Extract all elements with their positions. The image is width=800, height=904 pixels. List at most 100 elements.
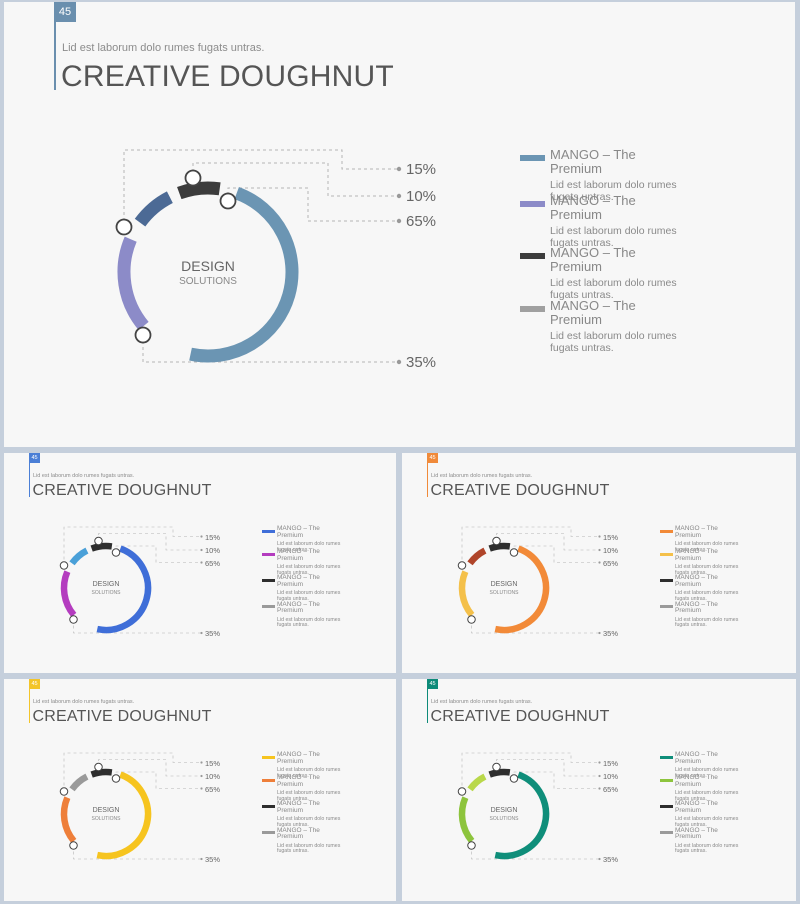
center-subtitle: SOLUTIONS — [489, 590, 519, 596]
page-number-badge: 45 — [427, 453, 438, 463]
center-title: DESIGN — [490, 807, 518, 814]
legend-swatch — [520, 155, 545, 161]
arc-10-percent — [90, 768, 113, 778]
percentage-label: 10% — [205, 772, 221, 781]
legend-swatch — [660, 755, 673, 759]
percentage-label: 15% — [603, 532, 619, 542]
marker-circle-1 — [59, 561, 69, 570]
connector-line-4 — [73, 619, 201, 634]
connector-dot-4 — [396, 359, 402, 365]
marker-circle-4 — [467, 841, 476, 850]
percentage-label: 65% — [603, 784, 619, 794]
slide-thumb-yellow[interactable]: 45 Lid est laborum dolo rumes fugats untr… — [4, 679, 396, 901]
legend-title: MANGO – The Premium — [675, 574, 718, 588]
arc-15-percent — [467, 773, 487, 792]
legend-title: MANGO – The Premium — [550, 147, 636, 176]
accent-line — [29, 463, 30, 497]
slide-thumb-orange[interactable]: 45 Lid est laborum dolo rumes fugats untr… — [402, 453, 796, 673]
legend-swatch — [262, 529, 275, 533]
legend-swatch — [262, 605, 275, 608]
connector-line-2 — [98, 533, 201, 551]
page-number-badge: 45 — [54, 2, 76, 22]
connector-line-4 — [471, 845, 599, 860]
marker-circle-2 — [492, 762, 501, 772]
connector-dot-4 — [598, 857, 601, 861]
legend-swatch — [262, 831, 275, 834]
arc-15-percent — [467, 547, 487, 566]
marker-circle-1 — [115, 218, 133, 236]
doughnut-chart — [457, 526, 601, 635]
legend-title: MANGO – The Premium — [675, 800, 718, 814]
connector-line-2 — [98, 759, 201, 777]
connector-dot-1 — [598, 761, 601, 764]
legend-title: MANGO – The Premium — [277, 574, 320, 588]
connector-line-4 — [73, 845, 201, 860]
accent-line — [427, 689, 428, 723]
legend-title: MANGO – The Premium — [277, 600, 320, 615]
connector-line-2 — [496, 759, 599, 777]
slide-subtitle: Lid est laborum dolo rumes fugats untras… — [33, 473, 135, 479]
connector-dot-1 — [200, 535, 203, 538]
arc-15-percent — [69, 547, 89, 566]
connector-line-1 — [63, 752, 201, 792]
slide-subtitle: Lid est laborum dolo rumes fugats untras… — [431, 473, 533, 479]
percentage-label: 10% — [603, 546, 619, 555]
doughnut-chart — [115, 149, 402, 365]
connector-dot-4 — [200, 857, 203, 861]
center-title: DESIGN — [92, 807, 120, 814]
center-subtitle: SOLUTIONS — [489, 816, 519, 822]
connector-line-4 — [471, 619, 599, 634]
arc-35-percent — [458, 570, 475, 618]
legend-title: MANGO – The Premium — [277, 548, 320, 562]
legend-description: Lid est laborum dolo rumes fugats untras… — [675, 816, 739, 828]
marker-circle-2 — [94, 536, 103, 546]
page-number-badge: 45 — [29, 679, 40, 689]
page-number-badge: 45 — [427, 679, 438, 689]
percentage-label: 65% — [603, 558, 619, 568]
legend-swatch — [262, 578, 275, 582]
doughnut-chart — [457, 752, 601, 861]
slide-subtitle: Lid est laborum dolo rumes fugats untras… — [62, 42, 265, 54]
legend-description: Lid est laborum dolo rumes fugats untras… — [277, 767, 341, 779]
connector-dot-1 — [396, 166, 402, 172]
legend-description: Lid est laborum dolo rumes fugats untras… — [277, 616, 341, 629]
accent-line — [427, 463, 428, 497]
legend-description: Lid est laborum dolo rumes fugats untras… — [277, 541, 341, 553]
connector-dot-2 — [598, 774, 601, 778]
slide-thumb-blue[interactable]: 45 Lid est laborum dolo rumes fugats untr… — [4, 453, 396, 673]
slide-thumb-teal[interactable]: 45 Lid est laborum dolo rumes fugats untr… — [402, 679, 796, 901]
arc-35-percent — [60, 570, 77, 618]
legend-swatch — [262, 778, 275, 782]
legend-swatch — [520, 253, 545, 259]
marker-circle-4 — [69, 615, 78, 624]
slide-main[interactable]: 45 Lid est laborum dolo rumes fugats untr… — [4, 2, 795, 447]
marker-circle-3 — [509, 774, 519, 783]
percentage-label: 35% — [406, 354, 437, 371]
slide-subtitle: Lid est laborum dolo rumes fugats untras… — [431, 699, 533, 705]
arc-35-percent — [60, 796, 77, 844]
connector-dot-3 — [200, 787, 203, 790]
connector-dot-3 — [598, 787, 601, 790]
legend-swatch — [660, 778, 673, 782]
marker-circle-1 — [457, 787, 467, 796]
legend-title: MANGO – The Premium — [675, 774, 718, 788]
connector-dot-4 — [598, 631, 601, 635]
arc-65-percent — [96, 545, 152, 634]
connector-dot-3 — [200, 561, 203, 564]
legend-title: MANGO – The Premium — [675, 548, 718, 562]
connector-dot-1 — [598, 535, 601, 538]
legend-title: MANGO – The Premium — [277, 751, 320, 765]
arc-35-percent — [458, 796, 475, 844]
legend-description: Lid est laborum dolo rumes fugats untras… — [277, 590, 341, 602]
marker-circle-4 — [467, 615, 476, 624]
percentage-label: 15% — [205, 532, 221, 542]
doughnut-chart — [59, 526, 203, 635]
connector-dot-2 — [200, 548, 203, 552]
legend-description: Lid est laborum dolo rumes fugats untras… — [675, 767, 739, 779]
marker-circle-3 — [219, 192, 237, 210]
center-subtitle: SOLUTIONS — [91, 590, 121, 596]
legend-description: Lid est laborum dolo rumes fugats untras… — [277, 790, 341, 802]
connector-line-1 — [63, 526, 201, 566]
legend-swatch — [262, 755, 275, 759]
slide-title: CREATIVE DOUGHNUT — [430, 708, 610, 725]
